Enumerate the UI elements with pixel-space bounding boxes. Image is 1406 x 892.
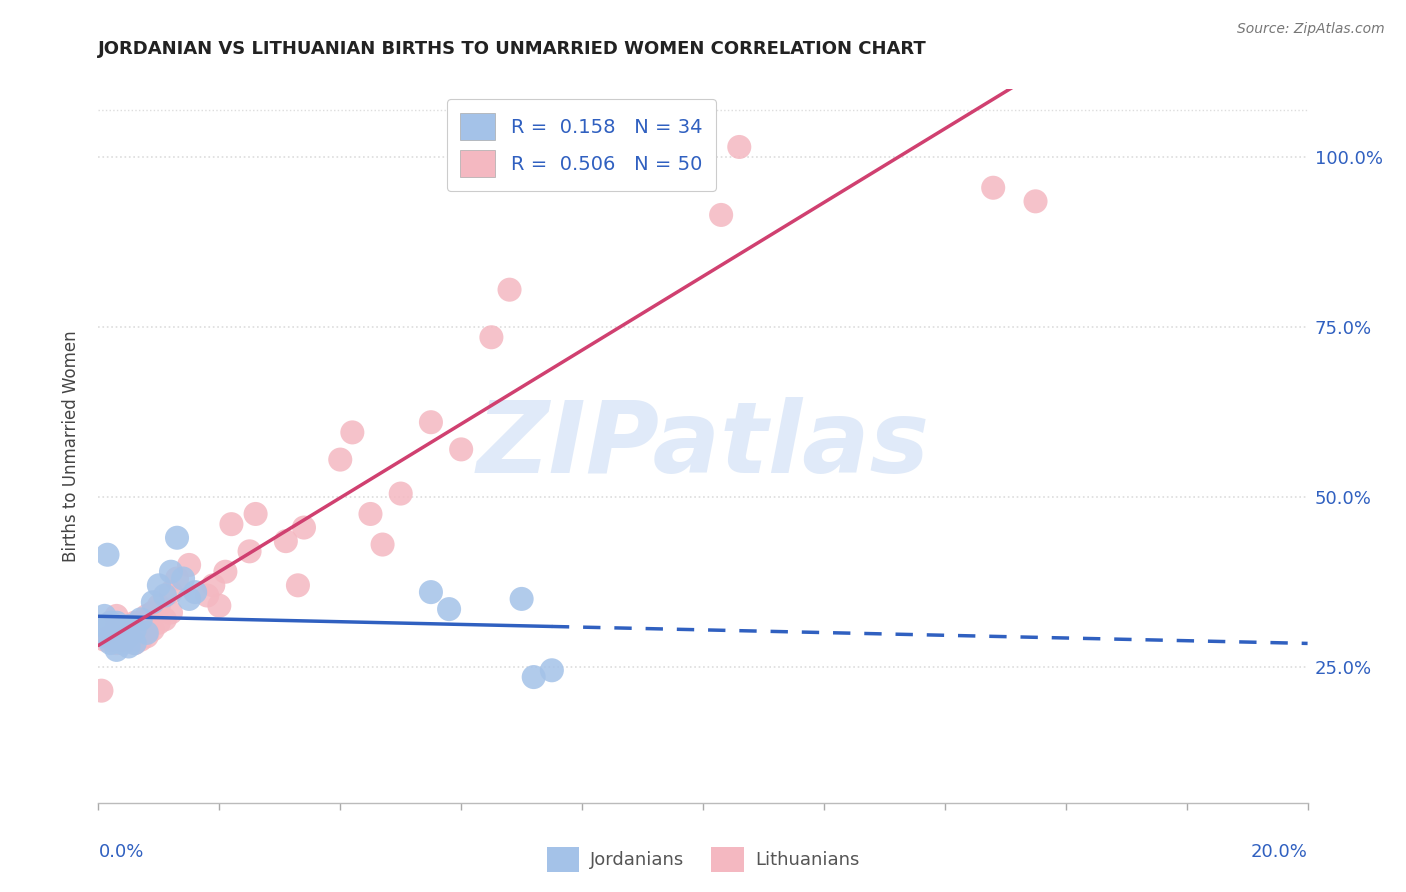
- Point: [510, 591, 533, 606]
- Point: [124, 615, 146, 630]
- Point: [172, 572, 194, 586]
- Point: [1024, 194, 1046, 209]
- Point: [105, 636, 128, 650]
- Point: [118, 632, 141, 647]
- Point: [105, 623, 128, 637]
- Point: [498, 283, 520, 297]
- Point: [160, 606, 183, 620]
- Point: [100, 632, 122, 647]
- Point: [90, 683, 112, 698]
- Point: [100, 629, 122, 643]
- Point: [287, 578, 309, 592]
- Point: [100, 623, 122, 637]
- Point: [179, 558, 201, 572]
- Point: [111, 623, 134, 637]
- Point: [129, 612, 152, 626]
- Point: [96, 548, 118, 562]
- Point: [135, 608, 157, 623]
- Point: [124, 636, 146, 650]
- Point: [118, 629, 141, 643]
- Point: [111, 623, 134, 637]
- Point: [342, 425, 364, 440]
- Point: [142, 595, 165, 609]
- Point: [93, 608, 115, 623]
- Text: 20.0%: 20.0%: [1251, 843, 1308, 861]
- Point: [153, 612, 176, 626]
- Point: [481, 330, 503, 344]
- Point: [148, 615, 170, 630]
- Point: [450, 442, 472, 457]
- Point: [100, 636, 122, 650]
- Point: [148, 578, 170, 592]
- Point: [981, 180, 1004, 194]
- Point: [118, 619, 141, 633]
- Point: [202, 578, 225, 592]
- Point: [93, 629, 115, 643]
- Point: [214, 565, 236, 579]
- Point: [329, 452, 352, 467]
- Point: [160, 565, 183, 579]
- Point: [420, 585, 443, 599]
- Point: [118, 619, 141, 633]
- Point: [389, 486, 412, 500]
- Point: [129, 632, 152, 647]
- Point: [148, 599, 170, 613]
- Point: [135, 629, 157, 643]
- Point: [124, 623, 146, 637]
- Point: [124, 636, 146, 650]
- Point: [100, 615, 122, 630]
- Point: [142, 606, 165, 620]
- Point: [105, 623, 128, 637]
- Point: [371, 537, 394, 551]
- Point: [360, 507, 382, 521]
- Point: [221, 517, 243, 532]
- Point: [208, 599, 231, 613]
- Point: [292, 520, 315, 534]
- Point: [111, 632, 134, 647]
- Point: [692, 167, 714, 181]
- Point: [153, 589, 176, 603]
- Text: JORDANIAN VS LITHUANIAN BIRTHS TO UNMARRIED WOMEN CORRELATION CHART: JORDANIAN VS LITHUANIAN BIRTHS TO UNMARR…: [98, 40, 927, 58]
- Point: [105, 632, 128, 647]
- Point: [160, 585, 183, 599]
- Point: [105, 643, 128, 657]
- Point: [105, 615, 128, 630]
- Point: [142, 623, 165, 637]
- Point: [239, 544, 262, 558]
- Point: [195, 589, 218, 603]
- Point: [93, 619, 115, 633]
- Point: [166, 531, 188, 545]
- Point: [100, 615, 122, 630]
- Text: ZIPatlas: ZIPatlas: [477, 398, 929, 494]
- Point: [105, 608, 128, 623]
- Point: [111, 636, 134, 650]
- Point: [710, 208, 733, 222]
- Point: [420, 415, 443, 429]
- Point: [523, 670, 546, 684]
- Y-axis label: Births to Unmarried Women: Births to Unmarried Women: [62, 330, 80, 562]
- Point: [437, 602, 460, 616]
- Point: [118, 640, 141, 654]
- Text: 0.0%: 0.0%: [98, 843, 143, 861]
- Point: [540, 663, 562, 677]
- Point: [728, 140, 751, 154]
- Point: [93, 632, 115, 647]
- Point: [135, 626, 157, 640]
- Point: [274, 534, 297, 549]
- Legend: Jordanians, Lithuanians: Jordanians, Lithuanians: [540, 839, 866, 880]
- Point: [184, 585, 207, 599]
- Point: [179, 591, 201, 606]
- Text: Source: ZipAtlas.com: Source: ZipAtlas.com: [1237, 22, 1385, 37]
- Point: [245, 507, 267, 521]
- Point: [129, 615, 152, 630]
- Point: [166, 572, 188, 586]
